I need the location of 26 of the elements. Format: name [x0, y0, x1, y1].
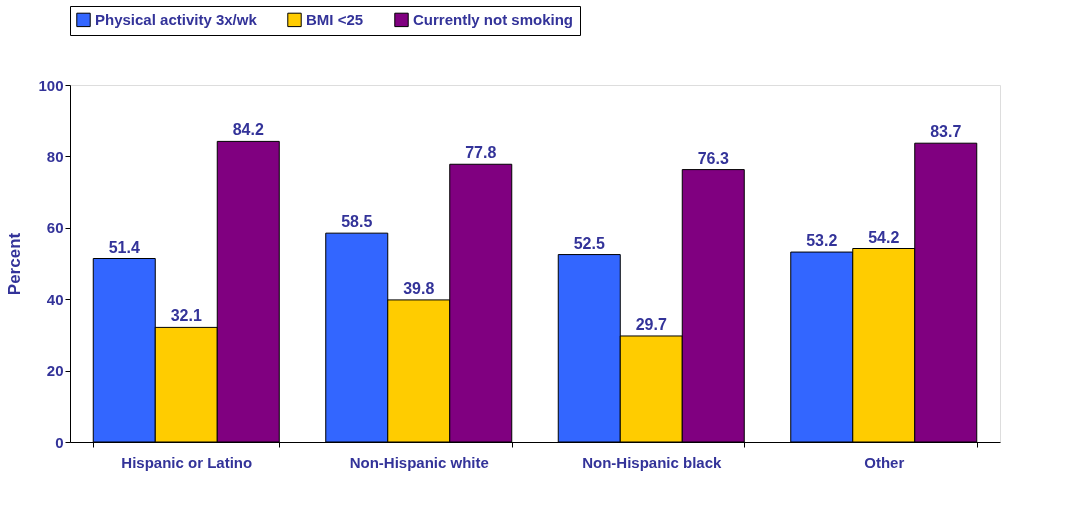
data-label: 29.7	[635, 315, 667, 333]
x-tick-label: Non-Hispanic white	[349, 453, 489, 471]
x-tick-label: Other	[864, 453, 905, 471]
data-label: 84.2	[232, 121, 264, 139]
y-tick-label: 40	[46, 290, 64, 308]
y-tick-label: 60	[46, 219, 64, 237]
y-tick-label: 100	[38, 76, 64, 94]
y-tick-label: 80	[46, 147, 64, 165]
legend-label: BMI <25	[306, 10, 364, 28]
data-label: 54.2	[868, 228, 900, 246]
data-label: 52.5	[573, 234, 605, 252]
legend-label: Currently not smoking	[413, 10, 574, 28]
data-label: 77.8	[465, 144, 497, 162]
data-label: 39.8	[403, 279, 435, 297]
data-label: 51.4	[108, 238, 140, 256]
data-label: 53.2	[806, 232, 838, 250]
data-label: 83.7	[930, 123, 962, 141]
y-tick-label: 20	[46, 362, 64, 380]
y-axis-title: Percent	[5, 232, 25, 296]
y-tick-label: 0	[55, 433, 64, 451]
data-label: 76.3	[697, 149, 729, 167]
x-tick-label: Non-Hispanic black	[582, 453, 722, 471]
data-label: 32.1	[170, 307, 202, 325]
x-tick-label: Hispanic or Latino	[121, 453, 253, 471]
legend-label: Physical activity 3x/wk	[95, 10, 258, 28]
data-label: 58.5	[341, 213, 373, 231]
